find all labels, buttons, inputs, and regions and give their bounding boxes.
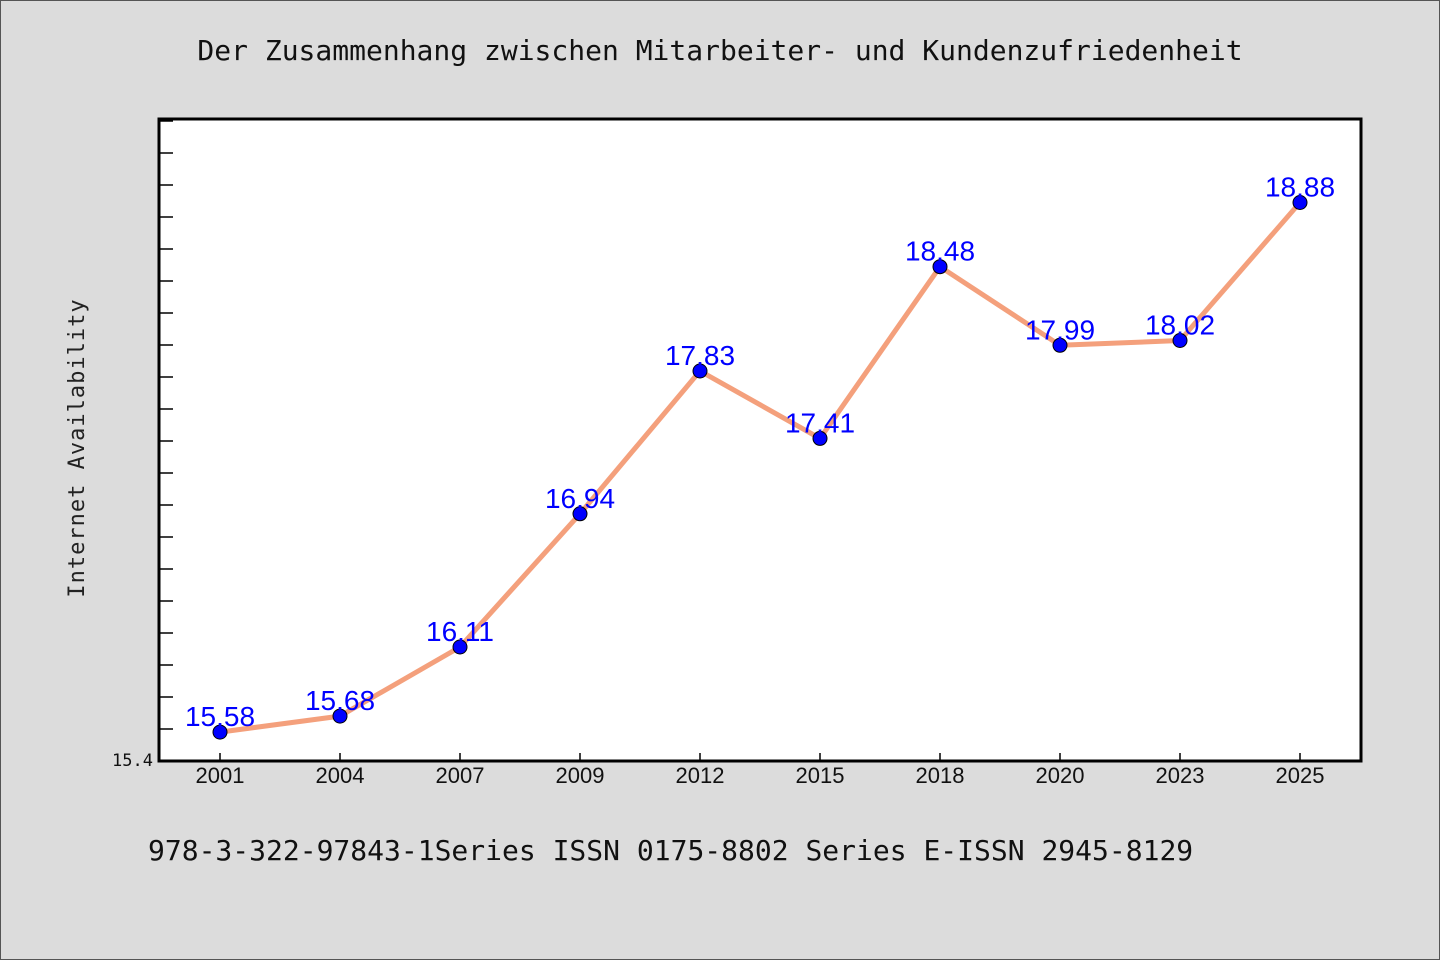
data-point	[1052, 337, 1068, 353]
data-label: 15.58	[185, 701, 255, 732]
y-tick-labels: 15.4	[112, 751, 153, 771]
x-tick-label: 2001	[196, 763, 245, 788]
x-tick-marks	[219, 753, 1301, 761]
data-point	[932, 259, 948, 275]
data-point	[1292, 195, 1308, 210]
footer-note: 978-3-322-97843-1Series ISSN 0175-8802 S…	[148, 834, 1194, 867]
x-tick-label: 2023	[1156, 763, 1205, 788]
x-tick-labels: 2001 2004 2007 2009 2012 2015 2018 2020 2023 2025	[196, 763, 1325, 788]
data-label: 17.41	[785, 407, 855, 438]
data-label: 16.11	[426, 616, 494, 647]
plot-area	[157, 117, 1363, 763]
x-tick-label: 2007	[436, 763, 485, 788]
data-label: 17.83	[665, 340, 735, 371]
y-axis-label: Internet Availability	[65, 298, 90, 597]
y-minor-ticks	[159, 120, 173, 730]
data-point	[692, 363, 708, 379]
data-point	[572, 506, 588, 522]
chart-title: Der Zusammenhang zwischen Mitarbeiter- u…	[197, 34, 1243, 67]
x-tick-label: 2025	[1276, 763, 1325, 788]
x-tick-label: 2018	[916, 763, 965, 788]
data-label: 18.02	[1145, 310, 1215, 341]
series-line	[217, 200, 1303, 735]
data-point	[452, 639, 468, 655]
data-label: 18.88	[1265, 172, 1335, 203]
data-labels: 15.58 15.68 16.11 16.94 17.83 17.41 18.48 17.99…	[185, 172, 1335, 733]
x-tick-label: 2015	[796, 763, 845, 788]
x-tick-label: 2020	[1036, 763, 1085, 788]
x-tick-label: 2012	[676, 763, 725, 788]
data-label: 15.68	[305, 685, 375, 716]
markers	[212, 195, 1308, 740]
y-tick-label: 15.4	[112, 751, 153, 771]
data-point	[1172, 333, 1188, 348]
data-label: 17.99	[1025, 314, 1095, 345]
data-label: 16.94	[545, 483, 615, 514]
x-tick-label: 2009	[556, 763, 605, 788]
data-point	[332, 708, 348, 724]
x-tick-label: 2004	[316, 763, 365, 788]
data-point	[212, 724, 228, 740]
data-point	[812, 430, 828, 446]
data-label: 18.48	[905, 236, 975, 267]
